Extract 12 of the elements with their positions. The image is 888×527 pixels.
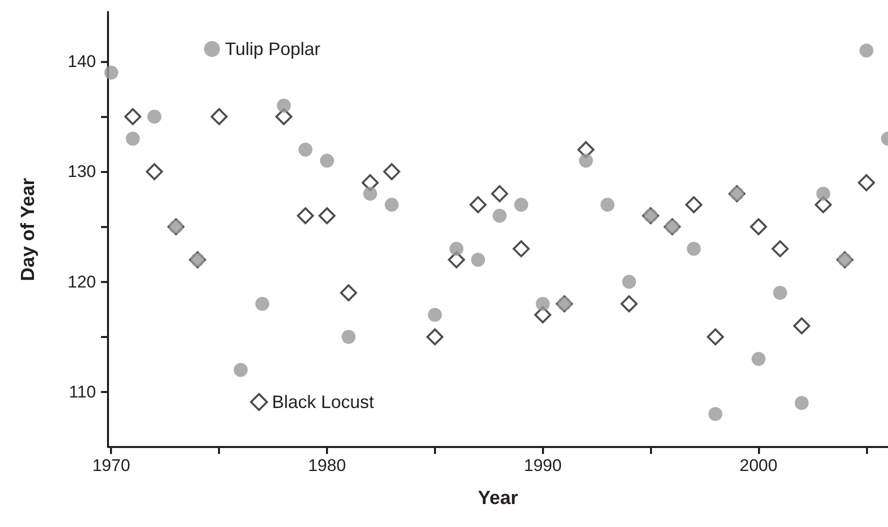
y-tick-label: 140 <box>68 52 96 72</box>
x-tick-label: 2000 <box>740 456 778 475</box>
x-tick-label: 1970 <box>92 456 130 475</box>
y-axis-title: Day of Year <box>18 177 39 282</box>
y-tick-label: 120 <box>68 272 96 292</box>
x-axis-title: Year <box>478 488 519 509</box>
y-tick-label: 110 <box>68 382 96 402</box>
legend-label: Black Locust <box>272 392 374 412</box>
legend-label: Tulip Poplar <box>225 39 320 59</box>
x-tick-label: 1980 <box>308 456 346 475</box>
y-tick-label: 130 <box>68 162 96 182</box>
x-tick-label: 1990 <box>524 456 562 475</box>
